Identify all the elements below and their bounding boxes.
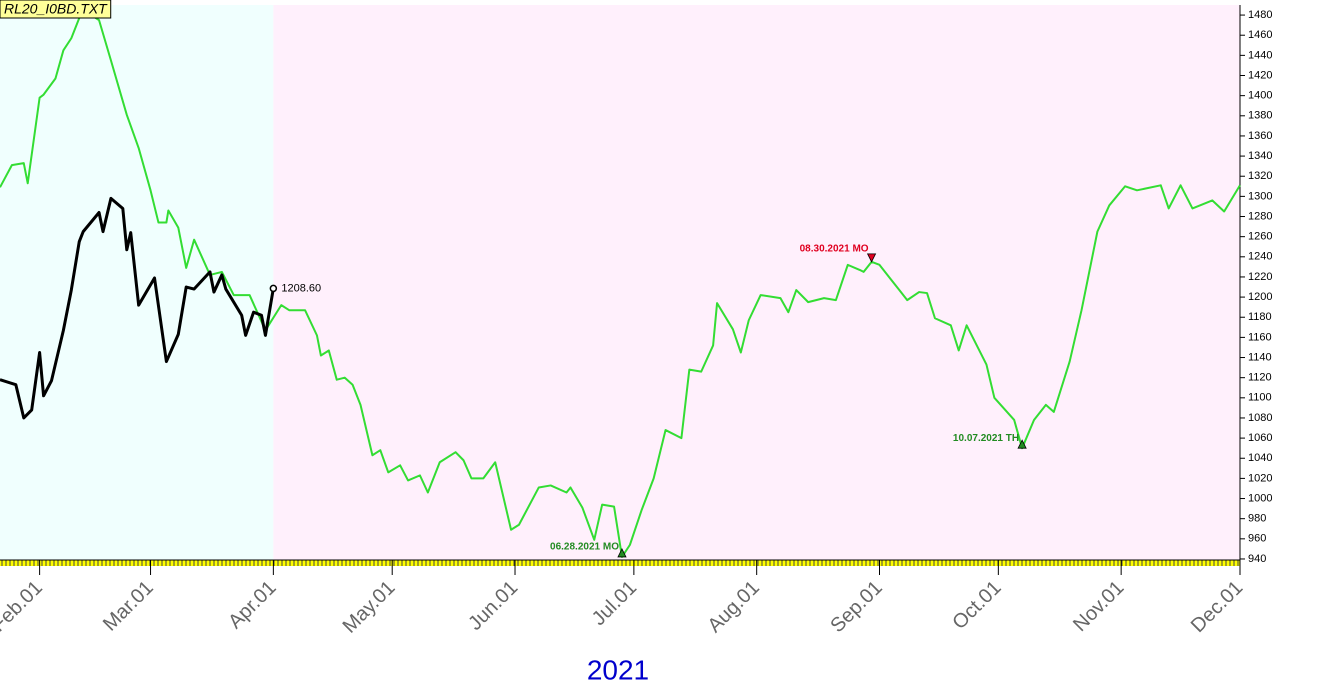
x-tick-label: Aug.01 bbox=[704, 577, 764, 637]
turn-marker bbox=[617, 548, 627, 558]
y-tick-label: 1220 bbox=[1248, 271, 1272, 283]
turn-marker bbox=[866, 253, 877, 263]
last-point bbox=[269, 284, 278, 293]
y-tick-label: 1160 bbox=[1248, 331, 1272, 343]
y-tick-label: 1280 bbox=[1248, 210, 1272, 222]
x-tick-label: Dec.01 bbox=[1187, 577, 1247, 637]
y-tick-label: 1180 bbox=[1248, 311, 1272, 323]
y-tick-label: 1480 bbox=[1248, 9, 1272, 21]
y-tick-label: 1420 bbox=[1248, 69, 1272, 81]
title-box: RL20_I0BD.TXT bbox=[0, 0, 112, 19]
projection-background bbox=[273, 5, 1241, 563]
y-tick-label: 1020 bbox=[1248, 472, 1272, 484]
turn-label: 08.30.2021 MO bbox=[800, 243, 869, 254]
x-tick-label: Oct.01 bbox=[948, 577, 1005, 634]
y-tick-label: 1200 bbox=[1248, 291, 1272, 303]
x-tick-label: Sep.01 bbox=[826, 577, 886, 637]
y-tick-label: 1460 bbox=[1248, 29, 1272, 41]
x-tick-label: Apr.01 bbox=[224, 577, 280, 633]
y-tick-label: 1400 bbox=[1248, 90, 1272, 102]
y-tick-label: 1140 bbox=[1248, 351, 1272, 363]
x-tick-label: Feb.01 bbox=[0, 577, 47, 637]
y-tick-label: 1360 bbox=[1248, 130, 1272, 142]
y-tick-label: 1080 bbox=[1248, 412, 1272, 424]
x-tick-label: Jun.01 bbox=[464, 577, 522, 635]
y-tick-label: 1260 bbox=[1248, 231, 1272, 243]
y-tick-label: 1440 bbox=[1248, 49, 1272, 61]
series-line bbox=[0, 9, 1241, 558]
turn-marker bbox=[1017, 439, 1027, 449]
x-tick-label: Jul.01 bbox=[588, 577, 641, 630]
x-tick-label: Nov.01 bbox=[1069, 577, 1128, 636]
y-tick-label: 1120 bbox=[1248, 372, 1272, 384]
y-tick-label: 1060 bbox=[1248, 432, 1272, 444]
turn-label: 06.28.2021 MO bbox=[550, 542, 619, 553]
y-tick-label: 980 bbox=[1248, 513, 1266, 525]
y-tick-label: 1000 bbox=[1248, 492, 1272, 504]
y-tick-label: 960 bbox=[1248, 533, 1266, 545]
y-tick-label: 1300 bbox=[1248, 190, 1272, 202]
y-tick-label: 1380 bbox=[1248, 110, 1272, 122]
title-background bbox=[0, 0, 112, 19]
y-tick-label: 1240 bbox=[1248, 251, 1272, 263]
x-axis-strip bbox=[0, 560, 1240, 566]
turn-label: 10.07.2021 TH bbox=[953, 433, 1019, 444]
value-label: 1208.60 bbox=[281, 282, 321, 294]
y-tick-label: 1340 bbox=[1248, 150, 1272, 162]
x-tick-label: Mar.01 bbox=[99, 577, 158, 636]
x-axis-label: 2021 bbox=[587, 654, 649, 685]
y-tick-label: 1100 bbox=[1248, 392, 1272, 404]
chart-title: RL20_I0BD.TXT bbox=[4, 1, 108, 17]
series-line bbox=[0, 196, 275, 420]
y-tick-label: 940 bbox=[1248, 553, 1266, 565]
x-tick-label: May.01 bbox=[339, 577, 400, 638]
y-tick-label: 1320 bbox=[1248, 170, 1272, 182]
y-tick-label: 1040 bbox=[1248, 452, 1272, 464]
